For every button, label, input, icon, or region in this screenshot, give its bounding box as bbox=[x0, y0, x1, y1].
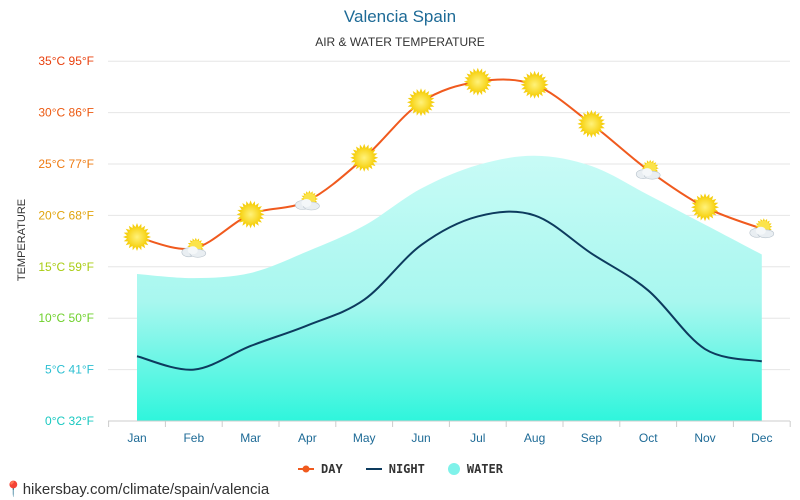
sun-disc bbox=[467, 71, 488, 92]
sun-icon[interactable] bbox=[407, 88, 435, 117]
x-tick-label: Feb bbox=[183, 431, 204, 445]
legend-item-water[interactable]: WATER bbox=[447, 462, 503, 476]
partly-cloudy-icon[interactable] bbox=[749, 218, 775, 239]
night-line-icon bbox=[365, 468, 382, 470]
x-tick-label: Nov bbox=[694, 431, 715, 445]
chart-canvas: 0°C 32°F 5°C 41°F 10°C 50°F 15°C 59°F 20°C 6… bbox=[16, 54, 791, 445]
cloud-part bbox=[642, 168, 653, 177]
cloud-part bbox=[755, 226, 766, 235]
sun-disc bbox=[695, 197, 715, 218]
y-tick-label: 10°C 50°F bbox=[38, 311, 94, 325]
sun-disc bbox=[524, 74, 545, 95]
legend-label-night: NIGHT bbox=[388, 462, 425, 476]
legend-item-night[interactable]: NIGHT bbox=[365, 462, 425, 476]
y-tick-label: 20°C 68°F bbox=[38, 208, 94, 222]
x-tick-label: May bbox=[353, 431, 376, 445]
water-area bbox=[137, 155, 762, 421]
x-tick-label: Jan bbox=[127, 431, 146, 445]
cloud-part bbox=[187, 246, 198, 255]
cloud-part bbox=[301, 199, 312, 208]
location-pin-icon: 📍 bbox=[4, 481, 23, 498]
sun-icon[interactable] bbox=[520, 70, 549, 99]
sun-icon[interactable] bbox=[123, 223, 151, 251]
x-tick-label: Mar bbox=[240, 431, 261, 445]
sun-disc bbox=[354, 147, 375, 168]
x-tick-label: Oct bbox=[639, 431, 658, 445]
y-tick-label: 25°C 77°F bbox=[38, 157, 94, 171]
sun-disc bbox=[240, 204, 261, 225]
chart-title: Valencia Spain bbox=[343, 7, 457, 26]
sun-icon[interactable] bbox=[463, 67, 492, 96]
y-tick-label: 5°C 41°F bbox=[45, 363, 94, 377]
sun-icon[interactable] bbox=[350, 143, 379, 172]
x-tick-label: Jun bbox=[411, 431, 430, 445]
y-axis-label: TEMPERATURE bbox=[16, 199, 28, 281]
legend: DAY NIGHT WATER bbox=[0, 462, 800, 476]
sun-disc bbox=[581, 113, 602, 134]
x-tick-label: Sep bbox=[581, 431, 603, 445]
water-circle-icon bbox=[447, 463, 460, 475]
x-tick-label: Dec bbox=[751, 431, 772, 445]
legend-label-day: DAY bbox=[321, 462, 343, 476]
x-tick-label: Jul bbox=[470, 431, 485, 445]
x-tick-label: Apr bbox=[298, 431, 317, 445]
night-line bbox=[136, 210, 763, 371]
y-tick-label: 15°C 59°F bbox=[38, 260, 94, 274]
y-tick-label: 0°C 32°F bbox=[45, 414, 94, 428]
sun-icon[interactable] bbox=[577, 109, 606, 138]
x-tick-label: Aug bbox=[524, 431, 545, 445]
legend-item-day[interactable]: DAY bbox=[297, 462, 343, 476]
footer-link[interactable]: 📍hikersbay.com/climate/spain/valencia bbox=[4, 480, 269, 498]
sun-disc bbox=[411, 92, 431, 113]
partly-cloudy-icon[interactable] bbox=[635, 159, 661, 180]
y-tick-label: 35°C 95°F bbox=[38, 54, 94, 68]
day-line-icon bbox=[298, 465, 315, 473]
chart-subtitle: AIR & WATER TEMPERATURE bbox=[315, 35, 485, 49]
sun-icon[interactable] bbox=[236, 200, 265, 229]
legend-label-water: WATER bbox=[466, 462, 503, 476]
footer-url: hikersbay.com/climate/spain/valencia bbox=[22, 481, 270, 498]
y-tick-label: 30°C 86°F bbox=[38, 106, 94, 120]
sun-icon[interactable] bbox=[691, 193, 719, 222]
partly-cloudy-icon[interactable] bbox=[295, 190, 320, 211]
sun-disc bbox=[127, 226, 147, 247]
partly-cloudy-icon[interactable] bbox=[181, 237, 207, 258]
